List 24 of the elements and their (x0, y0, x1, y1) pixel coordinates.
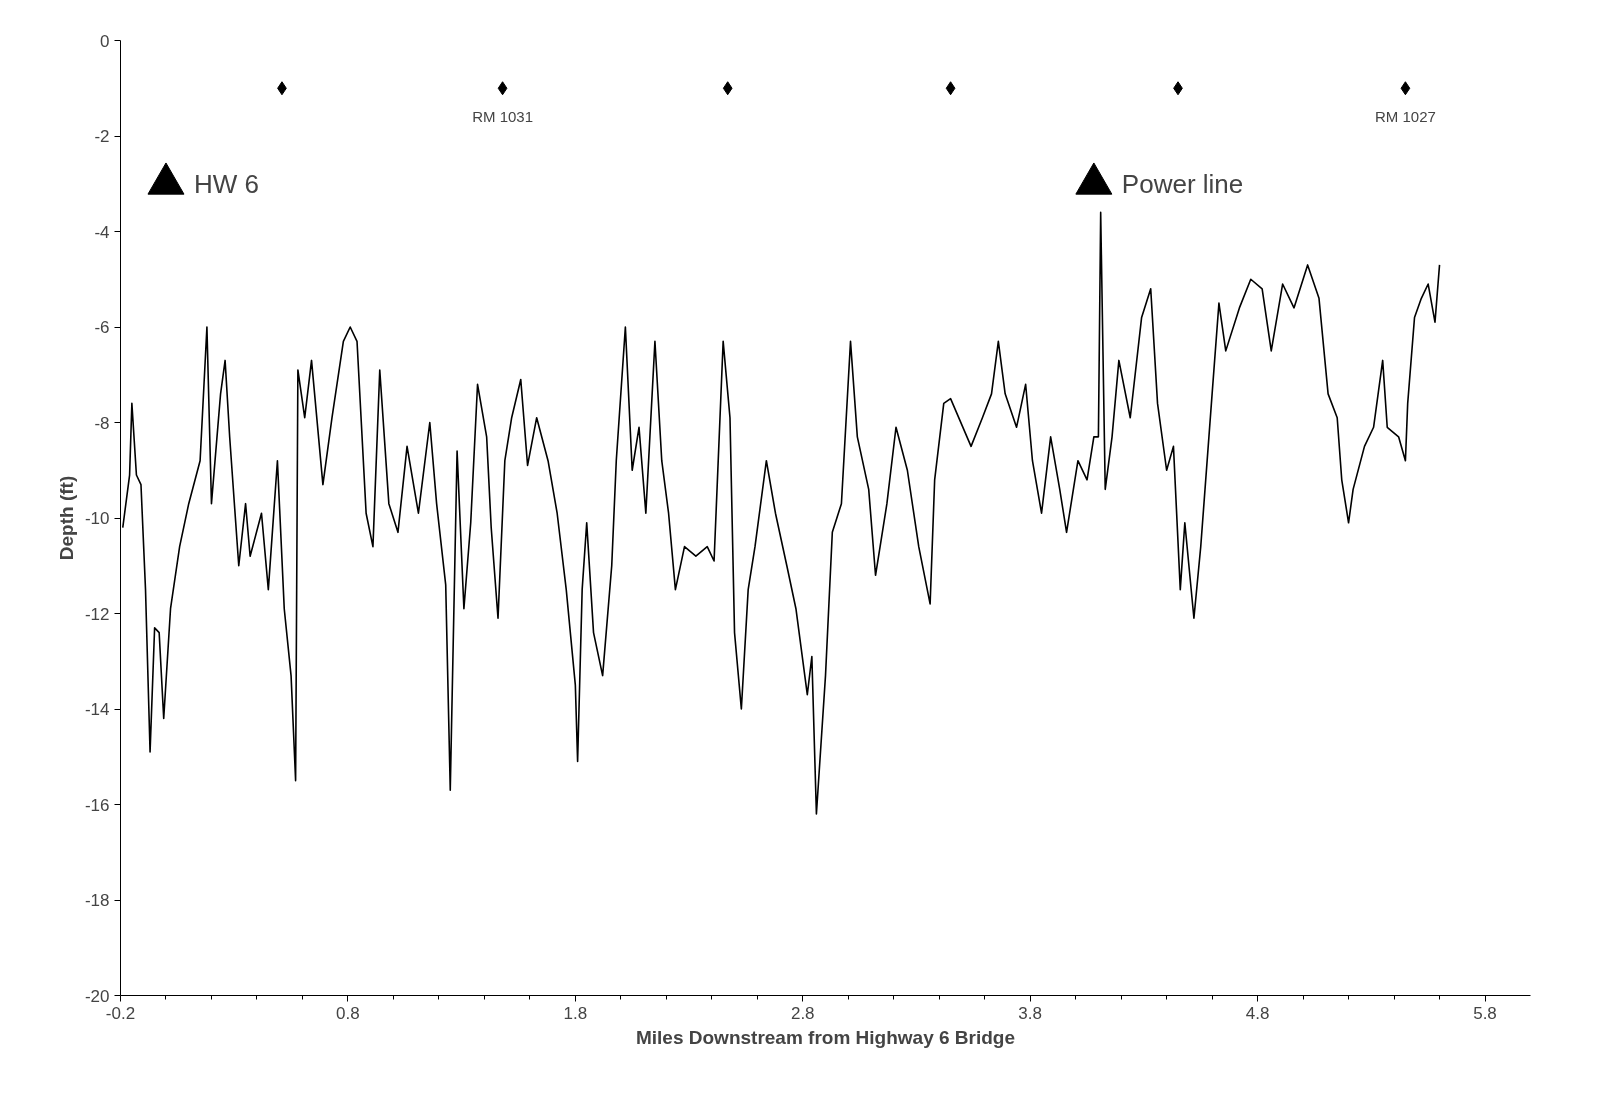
x-tick-label: 5.8 (1473, 1003, 1497, 1023)
y-tick-label: -12 (84, 604, 110, 624)
x-tick-label: 3.8 (1018, 1003, 1042, 1023)
y-tick-label: 0 (100, 31, 110, 51)
y-tick-label: -20 (84, 986, 110, 1006)
x-tick-label: 0.8 (336, 1003, 360, 1023)
x-tick-label: 4.8 (1245, 1003, 1270, 1023)
y-tick-label: -10 (84, 509, 110, 528)
x-tick-label: -0.2 (105, 1003, 136, 1023)
y-tick-label: -16 (84, 795, 110, 815)
y-tick-label: -18 (84, 891, 110, 910)
annotation: RM 1031 (472, 108, 534, 126)
y-tick-label: -8 (94, 413, 110, 433)
series-label: Power line (1121, 168, 1244, 199)
y-tick-label: -2 (94, 127, 110, 146)
series-label: HW 6 (193, 168, 259, 199)
annotation: RM 1027 (1374, 108, 1436, 126)
x-tick-label: 1.8 (563, 1003, 588, 1023)
y-tick-label: -4 (94, 222, 110, 242)
y-tick-label: -14 (84, 700, 110, 719)
x-tick-label: 2.8 (790, 1003, 815, 1023)
y-axis-title: Depth (ft) (55, 475, 77, 561)
y-tick-label: -6 (94, 318, 110, 337)
x-axis-title: Miles Downstream from Highway 6 Bridge (635, 1026, 1016, 1048)
